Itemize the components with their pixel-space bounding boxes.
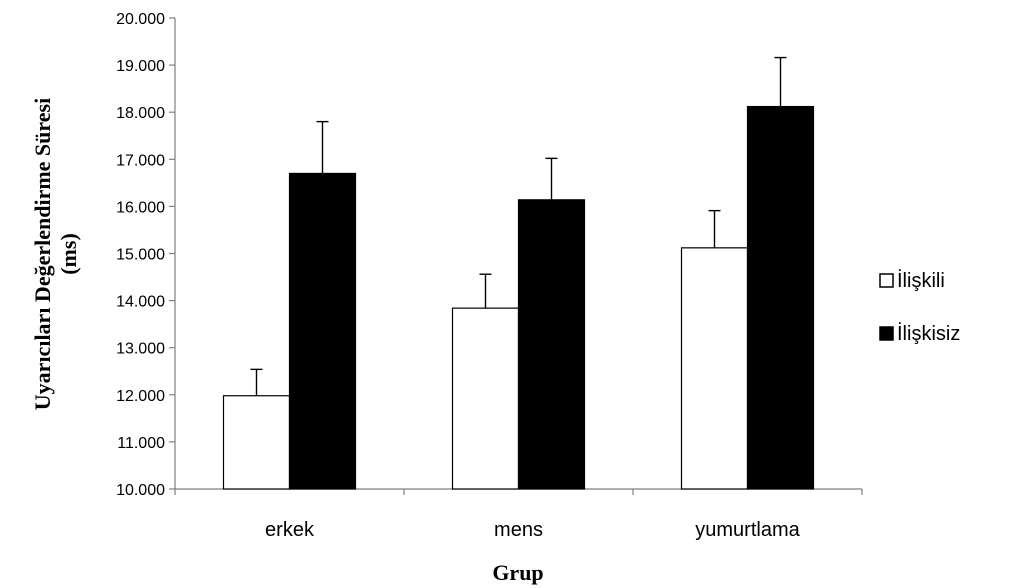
y-axis: 10.000 11.000 12.000 13.000 14.000 15.000 16.0… (116, 11, 176, 499)
y-axis-title-line1: Uyarıcıları Değerlendirme Süresi (30, 98, 55, 410)
x-tick-label-yumurtlama: yumurtlama (695, 519, 800, 541)
bar-iliskili-yumurtlama (680, 247, 749, 490)
y-tick-label: 17.000 (116, 152, 165, 169)
y-tick-label: 18.000 (116, 105, 165, 122)
y-tick-label: 11.000 (117, 435, 165, 452)
x-tick-label-mens: mens (494, 519, 543, 541)
bar-iliskili-erkek (222, 395, 291, 490)
legend-swatch-iliskisiz (879, 326, 894, 341)
bar-iliskili-mens (451, 307, 520, 490)
y-tick-label: 16.000 (116, 199, 165, 216)
bar-iliskisiz-erkek (288, 172, 357, 490)
bar-iliskisiz-yumurtlama (746, 105, 815, 490)
y-tick-label: 10.000 (116, 482, 165, 499)
y-axis-title-line2: (ms) (56, 233, 81, 275)
legend-swatch-iliskili (879, 273, 894, 288)
y-tick-label: 15.000 (116, 247, 165, 264)
legend: İlişkili İlişkisiz (879, 269, 960, 345)
legend-label-iliskili: İlişkili (897, 269, 945, 292)
y-tick-label: 14.000 (116, 294, 165, 311)
legend-label-iliskisiz: İlişkisiz (897, 322, 960, 345)
error-bars (250, 56, 787, 396)
legend-item-iliskili: İlişkili (879, 269, 945, 292)
y-tick-label: 20.000 (116, 11, 165, 28)
y-tick-label: 12.000 (116, 388, 165, 405)
bar-iliskisiz-mens (517, 199, 586, 490)
bars (222, 105, 815, 490)
x-axis-title: Grup (492, 560, 543, 585)
legend-item-iliskisiz: İlişkisiz (879, 322, 960, 345)
x-axis: erkek mens yumurtlama (174, 488, 863, 541)
y-tick-label: 19.000 (116, 58, 165, 75)
y-tick-label: 13.000 (116, 341, 165, 358)
x-tick-label-erkek: erkek (265, 519, 315, 541)
